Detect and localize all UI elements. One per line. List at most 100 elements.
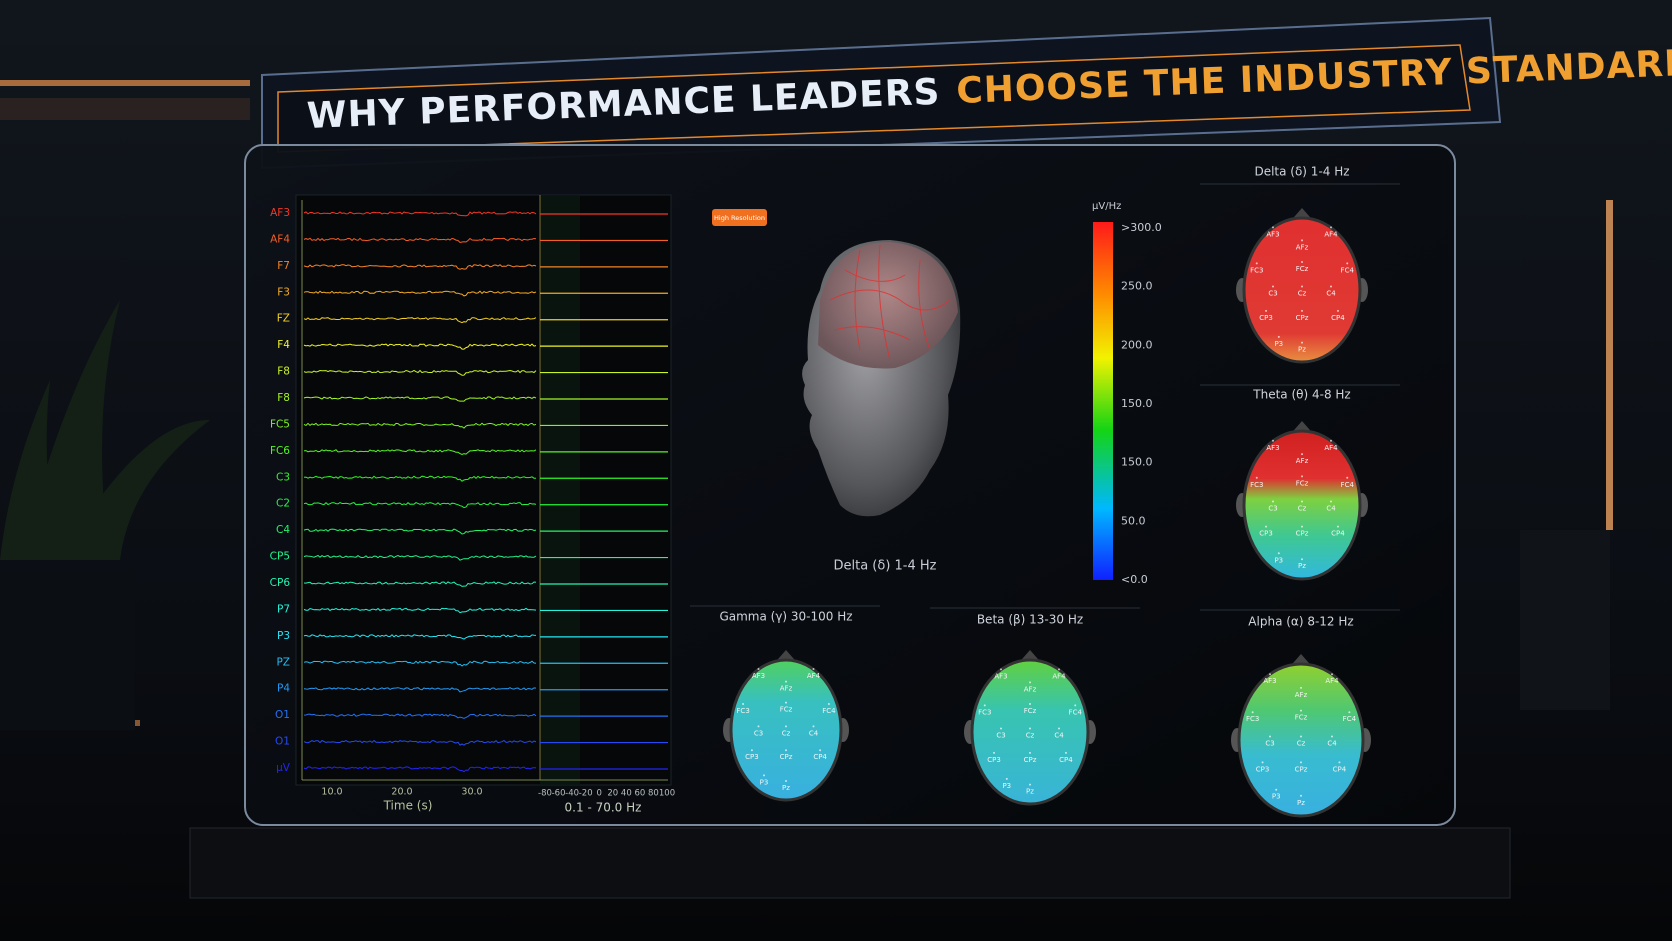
scalp-map	[729, 658, 843, 802]
electrode-label: CP4	[1333, 765, 1347, 773]
channel-label: F3	[277, 286, 290, 298]
electrode	[1300, 686, 1302, 689]
wall-light-right	[1606, 200, 1613, 530]
electrode	[1338, 761, 1341, 764]
freq-tick: 0	[597, 789, 602, 799]
channel-label: FC5	[270, 418, 290, 430]
electrode	[1277, 552, 1280, 555]
electrode-label: CPz	[780, 753, 793, 761]
electrode-label: C3	[1268, 504, 1277, 512]
eeg-trace	[303, 237, 537, 244]
electrode	[1301, 500, 1303, 503]
electrode-label: FCz	[1295, 714, 1308, 722]
colorbar-unit: μV/Hz	[1092, 201, 1121, 212]
eeg-trace	[303, 502, 537, 509]
wall-light	[0, 80, 250, 86]
electrode-label: FC3	[1246, 715, 1259, 723]
eeg-trace	[303, 211, 537, 217]
electrode	[819, 749, 822, 752]
electrode-label: P3	[1272, 793, 1281, 801]
channel-label: F8	[277, 366, 290, 378]
electrode-label: Cz	[1298, 289, 1307, 297]
channel-label: C4	[276, 524, 290, 536]
electrode	[1301, 285, 1303, 288]
electrode	[1301, 558, 1303, 561]
electrode	[1346, 476, 1349, 479]
electrode-label: C4	[1326, 504, 1336, 512]
head-model	[802, 240, 961, 517]
electrode	[827, 703, 830, 705]
freq-tick: 20	[607, 789, 618, 799]
eeg-trace	[303, 396, 537, 402]
electrode-label: FC3	[978, 708, 991, 716]
electrode-label: Cz	[782, 729, 791, 737]
electrode	[1301, 239, 1303, 242]
electrode-label: FCz	[1296, 479, 1309, 487]
stand	[189, 827, 1511, 899]
eeg-panel	[295, 194, 672, 786]
chair	[1520, 530, 1610, 710]
scalp-map	[1242, 429, 1362, 581]
electrode	[1331, 735, 1333, 738]
electrode-label: C4	[1327, 740, 1337, 748]
channel-label: P7	[277, 603, 290, 615]
planter	[0, 570, 135, 730]
eeg-trace	[303, 264, 537, 270]
electrode	[757, 668, 760, 670]
channel-label: F4	[277, 339, 290, 351]
eeg-trace	[303, 369, 537, 376]
electrode-label: FC3	[1250, 266, 1263, 274]
freq-tick: -80	[538, 789, 552, 799]
electrode	[757, 725, 760, 728]
channel-label: O1	[275, 709, 290, 721]
electrode-label: FCz	[1024, 707, 1037, 715]
electrode-label: C3	[1268, 289, 1277, 297]
electrode-label: P3	[1002, 782, 1011, 790]
banner-inner	[277, 44, 1471, 153]
freq-tick: 60	[634, 789, 645, 799]
electrode	[1272, 500, 1274, 503]
topomap-title: Theta (θ) 4-8 Hz	[1252, 388, 1350, 402]
electrode-label: FC4	[1341, 481, 1355, 489]
eeg-trace	[303, 739, 537, 746]
electrode-label: C3	[1265, 740, 1274, 748]
electrode-label: FC4	[1341, 266, 1355, 274]
topomap-title: Alpha (α) 8-12 Hz	[1248, 615, 1353, 629]
electrode	[1000, 668, 1002, 671]
electrode-label: AF4	[807, 672, 821, 680]
spectrum-band	[540, 195, 580, 785]
scalp-map	[970, 658, 1090, 806]
time-label: Time (s)	[383, 799, 433, 813]
electrode-label: C4	[1326, 289, 1336, 297]
eeg-trace	[303, 475, 537, 482]
electrode	[1300, 709, 1302, 712]
electrode	[1330, 500, 1332, 503]
electrode-label: AF3	[1263, 677, 1276, 685]
time-tick: 20.0	[391, 787, 412, 798]
channel-label: AF3	[270, 207, 290, 219]
electrode	[812, 725, 815, 728]
topomap-title: Gamma (γ) 30-100 Hz	[719, 610, 852, 624]
colorbar-label: 150.0	[1121, 456, 1153, 469]
electrode	[1029, 751, 1031, 754]
electrode-label: Pz	[782, 784, 790, 792]
wall-glow	[0, 98, 250, 120]
electrode	[1255, 476, 1258, 479]
colorbar-label: 150.0	[1121, 397, 1153, 410]
colorbar-label: 50.0	[1121, 514, 1146, 527]
eeg-trace	[303, 554, 537, 561]
channel-label: P3	[277, 630, 290, 642]
electrode	[1275, 788, 1278, 791]
electrode	[983, 704, 986, 707]
channel-label: CP6	[270, 577, 291, 589]
eeg-trace	[303, 713, 537, 719]
electrode-label: AF3	[994, 672, 1007, 680]
badge	[712, 209, 767, 226]
colorbar-label: 200.0	[1121, 338, 1153, 351]
electrode-label: C4	[809, 729, 819, 737]
electrode-label: CP3	[745, 753, 759, 761]
channel-label: FZ	[277, 313, 290, 325]
eeg-trace	[303, 317, 537, 324]
electrode	[1272, 285, 1274, 288]
